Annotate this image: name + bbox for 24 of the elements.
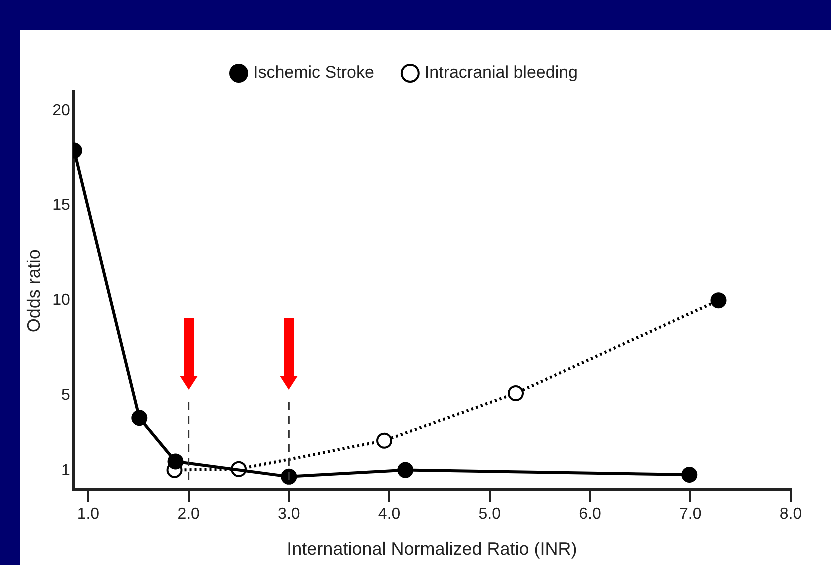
legend-label: Ischemic Stroke (253, 63, 374, 82)
x-axis-title: International Normalized Ratio (INR) (287, 539, 578, 560)
x-tick-label: 6.0 (579, 506, 602, 524)
x-tick-label: 2.0 (178, 506, 200, 524)
point (398, 462, 414, 478)
y-axis-title: Odds ratio (24, 250, 44, 333)
y-tick-label: 15 (52, 197, 70, 214)
x-tick-label: 5.0 (478, 506, 502, 524)
x-tick-label: 7.0 (680, 506, 702, 524)
x-tick-label: 1.0 (77, 506, 100, 524)
point (682, 467, 698, 484)
y-tick-label: 20 (52, 102, 70, 120)
x-tick-label: 3.0 (278, 506, 300, 524)
point (376, 432, 393, 449)
y-tick-label: 10 (52, 292, 70, 309)
legend-label: Intracranial bleeding (424, 63, 578, 82)
point (132, 410, 148, 426)
x-tick-label: 4.0 (378, 506, 401, 524)
point (168, 454, 184, 470)
point (281, 468, 298, 485)
y-tick-label: 1 (61, 462, 70, 480)
point (508, 385, 524, 402)
y-tick-label: 5 (61, 386, 70, 404)
x-tick-label: 8.0 (780, 506, 802, 524)
